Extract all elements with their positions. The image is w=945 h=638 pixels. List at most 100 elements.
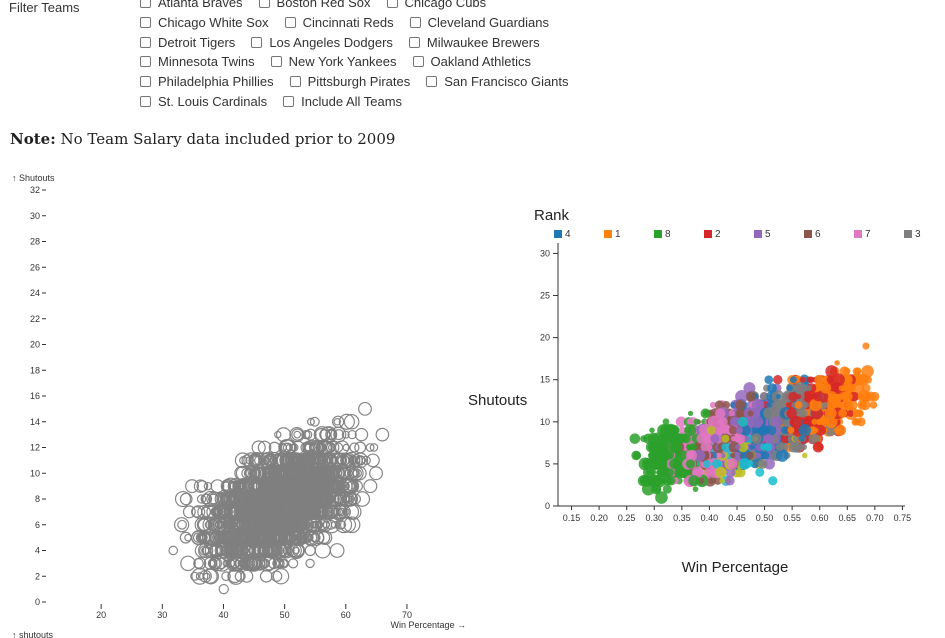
team-checkbox-cleveland-guardians[interactable]: Cleveland Guardians — [409, 15, 549, 30]
team-checkbox-new-york-yankees[interactable]: New York Yankees — [270, 54, 397, 69]
checkbox-box[interactable] — [289, 76, 301, 88]
team-checkbox-chicago-white-sox[interactable]: Chicago White Sox — [140, 15, 269, 30]
data-point — [313, 454, 325, 466]
team-checkbox-minnesota-twins[interactable]: Minnesota Twins — [140, 54, 255, 69]
data-point — [693, 418, 700, 425]
checkbox-box[interactable] — [140, 95, 151, 107]
data-point — [275, 529, 293, 546]
data-point — [354, 441, 367, 454]
checkbox-box[interactable] — [251, 36, 263, 48]
data-point — [763, 433, 774, 444]
data-point — [755, 467, 765, 477]
team-checkbox-include-all-teams[interactable]: Include All Teams — [283, 94, 402, 109]
checkbox-box[interactable] — [140, 36, 151, 48]
checkbox-box[interactable] — [283, 95, 295, 107]
checkbox-box[interactable] — [386, 0, 398, 9]
checkbox-box[interactable] — [270, 56, 282, 68]
data-point — [655, 457, 668, 470]
checkbox-label: Chicago White Sox — [158, 15, 269, 31]
data-point — [856, 376, 864, 384]
checkbox-box[interactable] — [426, 76, 438, 88]
y-tick-label: 22 — [30, 314, 40, 324]
data-point — [212, 507, 222, 517]
team-checkbox-chicago-cubs[interactable]: Chicago Cubs — [386, 0, 487, 11]
data-point — [295, 479, 310, 493]
data-point — [343, 413, 360, 430]
checkbox-box[interactable] — [284, 17, 296, 29]
data-point — [293, 468, 304, 478]
team-checkbox-pittsburgh-pirates[interactable]: Pittsburgh Pirates — [289, 74, 410, 89]
data-point — [240, 569, 254, 583]
legend-label: 4 — [565, 229, 571, 240]
data-point — [788, 391, 798, 402]
data-point — [217, 504, 232, 519]
data-point — [292, 546, 300, 555]
data-point — [798, 435, 805, 442]
team-checkbox-cincinnati-reds[interactable]: Cincinnati Reds — [284, 15, 394, 30]
data-point — [729, 416, 741, 428]
checkbox-box[interactable] — [412, 56, 424, 68]
data-point — [780, 434, 790, 444]
data-point — [305, 558, 315, 569]
team-checkbox-philadelphia-phillies[interactable]: Philadelphia Phillies — [140, 74, 274, 89]
data-point — [271, 546, 280, 555]
team-checkbox-milwaukee-brewers[interactable]: Milwaukee Brewers — [408, 35, 540, 50]
data-point — [319, 452, 336, 469]
data-point — [320, 426, 338, 444]
data-point — [664, 451, 673, 460]
data-point — [243, 495, 252, 503]
data-point — [840, 384, 848, 392]
data-point — [278, 517, 294, 532]
team-checkbox-los-angeles-dodgers[interactable]: Los Angeles Dodgers — [251, 35, 393, 50]
data-point — [782, 417, 791, 427]
data-point — [846, 409, 854, 417]
y-tick-label: 0 — [35, 597, 40, 607]
y-tick-label: 16 — [30, 391, 40, 401]
data-point — [259, 494, 270, 504]
data-point — [237, 479, 252, 494]
data-point — [739, 424, 751, 436]
data-point — [196, 494, 207, 504]
data-point — [738, 458, 751, 470]
team-checkbox-san-francisco-giants[interactable]: San Francisco Giants — [426, 74, 569, 89]
data-point — [262, 519, 273, 531]
data-point — [698, 424, 711, 436]
team-checkbox-detroit-tigers[interactable]: Detroit Tigers — [140, 35, 235, 50]
checkbox-box[interactable] — [408, 36, 420, 48]
team-checkbox-atlanta-braves[interactable]: Atlanta Braves — [140, 0, 243, 10]
data-point — [297, 532, 308, 543]
checkbox-box[interactable] — [140, 0, 151, 9]
data-point — [317, 531, 331, 545]
checkbox-box[interactable] — [258, 0, 270, 9]
checkbox-label: Chicago Cubs — [404, 0, 487, 11]
data-point — [190, 571, 200, 581]
data-point — [208, 559, 216, 567]
data-point — [306, 417, 315, 426]
data-point — [333, 429, 345, 441]
checkbox-label: Minnesota Twins — [158, 54, 255, 70]
data-point — [763, 407, 776, 420]
y-tick-label: 12 — [30, 443, 40, 453]
checkbox-box[interactable] — [140, 17, 151, 29]
checkbox-box[interactable] — [140, 76, 151, 88]
data-point — [780, 426, 789, 435]
data-point — [687, 410, 694, 417]
data-point — [241, 531, 254, 544]
data-point — [345, 503, 362, 520]
team-checkbox-boston-red-sox[interactable]: Boston Red Sox — [258, 0, 371, 10]
data-point — [325, 467, 338, 479]
data-point — [722, 401, 731, 409]
checkbox-box[interactable] — [140, 56, 151, 68]
y-tick-label: 30 — [30, 211, 40, 221]
data-point — [243, 452, 260, 469]
checkbox-box[interactable] — [409, 17, 421, 29]
team-checkbox-oakland-athletics[interactable]: Oakland Athletics — [412, 54, 531, 69]
data-point — [208, 491, 224, 507]
data-point — [332, 468, 343, 479]
data-point — [185, 479, 200, 494]
data-point — [269, 531, 283, 544]
team-checkbox-st-louis-cardinals[interactable]: St. Louis Cardinals — [140, 94, 267, 109]
x-tick-label: 0.15 — [563, 513, 581, 523]
x-axis-label: Win Percentage → — [390, 620, 466, 630]
x-tick-label: 60 — [341, 610, 351, 620]
